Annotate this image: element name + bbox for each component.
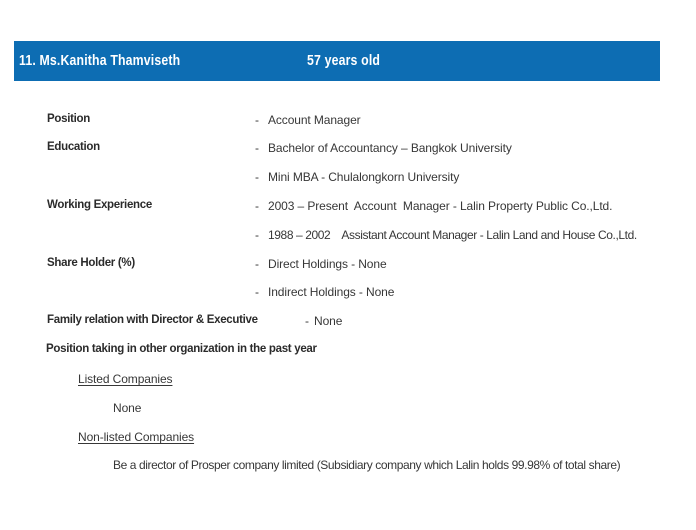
row-share-holder-2: - Indirect Holdings - None [0, 285, 696, 301]
family-relation-value: None [314, 314, 343, 328]
row-position: Position - Account Manager [0, 113, 696, 129]
non-listed-companies-value: Be a director of Prosper company limited… [113, 458, 621, 472]
dash: - [255, 170, 259, 184]
person-age: 57 years old [307, 52, 381, 69]
row-listed-companies-heading: Listed Companies [0, 372, 696, 388]
row-listed-companies-value: None [0, 401, 696, 417]
row-other-positions-heading: Position taking in other organization in… [0, 343, 696, 359]
field-label-share-holder: Share Holder (%) [47, 257, 135, 269]
education-item-1: Bachelor of Accountancy – Bangkok Univer… [268, 141, 512, 155]
row-family-relation: Family relation with Director & Executiv… [0, 314, 696, 330]
field-label-other-positions: Position taking in other organization in… [46, 343, 317, 355]
listed-companies-value: None [113, 401, 142, 415]
header-bar: 11. Ms.Kanitha Thamviseth 57 years old [14, 41, 660, 81]
working-experience-item-1: 2003 – Present Account Manager - Lalin P… [268, 199, 613, 213]
dash: - [255, 113, 259, 127]
row-non-listed-companies-value: Be a director of Prosper company limited… [0, 458, 696, 474]
dash: - [255, 257, 259, 271]
share-holder-direct: Direct Holdings - None [268, 257, 387, 271]
row-non-listed-companies-heading: Non-listed Companies [0, 430, 696, 446]
share-holder-indirect: Indirect Holdings - None [268, 285, 395, 299]
row-education-2: - Mini MBA - Chulalongkorn University [0, 170, 696, 186]
dash: - [255, 285, 259, 299]
row-working-experience-2: - 1988 – 2002 Assistant Account Manager … [0, 228, 696, 244]
working-experience-item-2: 1988 – 2002 Assistant Account Manager - … [268, 228, 637, 242]
person-name-title: 11. Ms.Kanitha Thamviseth [19, 52, 181, 69]
position-value: Account Manager [268, 113, 361, 127]
row-working-experience-1: Working Experience - 2003 – Present Acco… [0, 199, 696, 215]
dash: - [305, 314, 309, 328]
field-label-working-experience: Working Experience [47, 199, 152, 211]
education-item-2: Mini MBA - Chulalongkorn University [268, 170, 460, 184]
listed-companies-heading: Listed Companies [78, 372, 173, 386]
field-label-family-relation: Family relation with Director & Executiv… [47, 314, 258, 326]
non-listed-companies-heading: Non-listed Companies [78, 430, 195, 444]
dash: - [255, 141, 259, 155]
row-share-holder-1: Share Holder (%) - Direct Holdings - Non… [0, 257, 696, 273]
field-label-position: Position [47, 113, 90, 125]
dash: - [255, 228, 259, 242]
dash: - [255, 199, 259, 213]
field-label-education: Education [47, 141, 100, 153]
row-education-1: Education - Bachelor of Accountancy – Ba… [0, 141, 696, 157]
